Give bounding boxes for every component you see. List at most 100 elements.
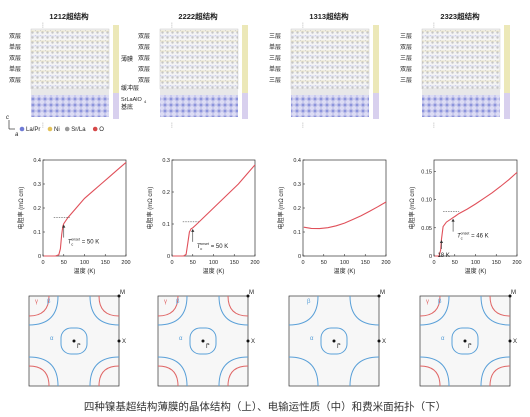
Gamma-label: Γ [77, 344, 81, 350]
substrate-lattice [291, 95, 369, 117]
layer-label: 单层 [9, 43, 21, 51]
layer-label: 单层 [9, 65, 21, 73]
beta-label: β [47, 299, 51, 305]
y-tick-label: 0.10 [421, 198, 432, 204]
plot-frame [302, 159, 387, 257]
onset-sub: c [71, 242, 73, 247]
buffer-label: 缓冲层 [121, 84, 139, 92]
resistivity-curve [434, 171, 518, 257]
substrate-bracket [504, 93, 510, 119]
panel-title: 2222超结构 [178, 11, 218, 21]
resistivity-curve [303, 201, 387, 230]
y-tick-label: 0.4 [33, 158, 41, 164]
layer-label: 双层 [138, 66, 150, 73]
y-tick-label: 0 [167, 254, 170, 260]
plot-frame [433, 159, 518, 257]
y-tick-label: 0.2 [162, 190, 170, 196]
resistivity-curve [172, 164, 256, 257]
y-tick-label: 0 [429, 254, 432, 260]
m-point [508, 294, 512, 298]
film-bracket [113, 25, 119, 93]
gamma-pocket [419, 295, 511, 387]
onset-value: = 46 K [471, 234, 489, 240]
layer-label: 双层 [138, 44, 150, 51]
x-tick-label: 100 [209, 260, 218, 266]
thin-film-lattice [30, 28, 110, 90]
substrate-bracket [242, 93, 248, 119]
substrate-label-2: 基底 [121, 103, 133, 111]
film-bracket [373, 25, 379, 93]
y-axis-label: 电阻率 (mΩ cm) [408, 187, 416, 230]
ellipsis-top: ⋮ [431, 22, 437, 29]
legend-label-ni: Ni [54, 127, 60, 133]
ellipsis-top: ⋮ [300, 22, 306, 29]
onset-sup: onset [71, 238, 80, 242]
layer-label: 双层 [138, 55, 150, 62]
x-axis-label: 温度 (K) [74, 267, 96, 275]
thin-film-lattice [421, 28, 501, 90]
layer-label: 双层 [138, 77, 150, 84]
beta-label: β [438, 299, 442, 305]
alpha-pocket [320, 327, 348, 355]
gamma-point [463, 339, 467, 343]
onset-sub: c [461, 236, 463, 241]
substrate-lattice [160, 95, 238, 117]
beta-pocket [157, 295, 249, 387]
x-tick-label: 100 [80, 260, 89, 266]
panel-title: 1313超结构 [309, 11, 349, 21]
M-label: M [380, 290, 385, 296]
x-tick-label: 0 [170, 260, 173, 266]
x-tick-label: 200 [250, 260, 259, 266]
zero-arrowhead [439, 240, 444, 244]
beta-label: β [307, 299, 311, 305]
x-tick-label: 200 [381, 260, 390, 266]
Gamma-label: Γ [206, 344, 210, 350]
film-bracket [242, 25, 248, 93]
ellipsis-bottom: ⋮ [40, 122, 46, 129]
X-label: X [513, 339, 517, 345]
layer-label: 双层 [400, 44, 412, 51]
y-axis-label: 电阻率 (mΩ cm) [146, 187, 154, 230]
y-tick-label: 0.1 [33, 230, 41, 236]
x-tick-label: 200 [512, 260, 521, 266]
ellipsis-top: ⋮ [40, 22, 46, 29]
alpha-label: α [50, 336, 54, 342]
y-tick-label: 0 [38, 254, 41, 260]
panel-title: 2323超结构 [440, 11, 480, 21]
x-point [246, 339, 250, 343]
M-label: M [249, 290, 254, 296]
x-tick-label: 100 [340, 260, 349, 266]
legend-label-o: O [99, 127, 104, 133]
ellipsis-top: ⋮ [169, 22, 175, 29]
layer-label: 三层 [269, 77, 281, 84]
layer-label: 单层 [269, 65, 281, 73]
alpha-pocket [60, 327, 88, 355]
onset-arrowhead [62, 224, 66, 228]
x-tick-label: 50 [61, 260, 67, 266]
y-tick-label: 0.4 [293, 158, 301, 164]
x-tick-label: 150 [101, 260, 110, 266]
y-axis-label: 电阻率 (mΩ cm) [17, 187, 25, 230]
buffer-layer [291, 89, 369, 95]
x-point [508, 339, 512, 343]
onset-T: T [457, 234, 462, 240]
x-tick-label: 150 [492, 260, 501, 266]
buffer-layer [160, 89, 238, 95]
substrate-label: SrLaAlO [121, 97, 143, 103]
m-point [117, 294, 121, 298]
x-tick-label: 200 [121, 260, 130, 266]
onset-T: T [68, 240, 73, 246]
x-tick-label: 50 [321, 260, 327, 266]
thin-film-lattice [290, 28, 370, 90]
beta-label: β [176, 299, 180, 305]
onset-value: = 50 K [82, 240, 100, 246]
onset-arrowhead [191, 228, 195, 232]
x-tick-label: 150 [361, 260, 370, 266]
gamma-pocket [157, 295, 249, 387]
gamma-point [201, 339, 205, 343]
y-tick-label: 0.2 [293, 206, 301, 212]
m-point [246, 294, 250, 298]
zero-resistance-label: 18 K [437, 253, 449, 259]
